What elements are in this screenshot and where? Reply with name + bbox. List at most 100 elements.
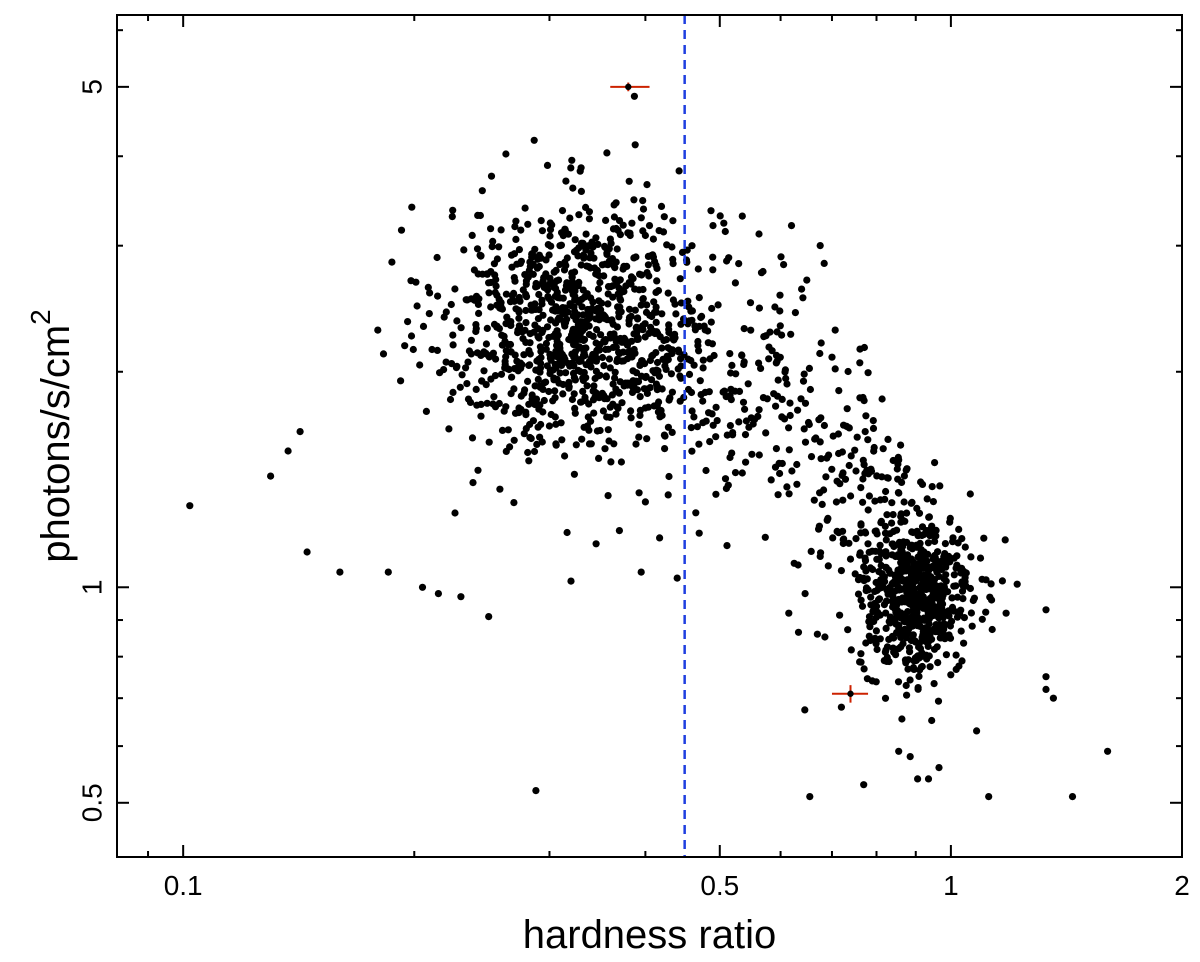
data-point bbox=[895, 538, 904, 547]
data-point bbox=[577, 318, 585, 326]
data-point bbox=[515, 314, 523, 322]
data-point bbox=[949, 538, 957, 546]
data-point bbox=[559, 232, 567, 240]
data-point bbox=[833, 477, 841, 485]
data-point bbox=[790, 559, 798, 567]
data-point bbox=[655, 227, 663, 235]
data-point bbox=[468, 231, 476, 239]
data-point bbox=[695, 294, 703, 302]
data-point bbox=[506, 298, 515, 306]
data-point bbox=[914, 775, 922, 783]
data-point bbox=[556, 348, 564, 356]
data-point bbox=[931, 553, 939, 562]
data-point bbox=[813, 630, 822, 638]
data-point bbox=[448, 213, 456, 221]
data-point bbox=[831, 326, 839, 334]
data-point bbox=[568, 395, 577, 404]
data-point bbox=[639, 205, 648, 213]
data-point bbox=[643, 181, 651, 189]
data-point bbox=[590, 386, 598, 395]
data-point bbox=[950, 571, 958, 579]
data-point bbox=[801, 706, 809, 714]
data-point bbox=[585, 358, 594, 366]
data-point bbox=[645, 272, 653, 280]
data-point bbox=[600, 314, 608, 322]
data-point bbox=[697, 391, 705, 399]
data-point bbox=[783, 483, 791, 491]
data-point bbox=[908, 585, 917, 593]
data-point bbox=[662, 336, 671, 344]
data-point bbox=[630, 196, 638, 204]
data-point bbox=[643, 301, 651, 309]
data-point bbox=[926, 585, 934, 593]
data-point bbox=[557, 361, 566, 369]
data-point bbox=[635, 420, 643, 428]
data-point bbox=[510, 250, 519, 258]
data-point bbox=[631, 306, 639, 314]
plot-frame bbox=[116, 14, 1183, 858]
data-point bbox=[575, 357, 583, 365]
data-point bbox=[872, 640, 880, 648]
data-point bbox=[898, 715, 906, 723]
data-point bbox=[585, 263, 593, 271]
data-point bbox=[1042, 685, 1050, 694]
data-point bbox=[839, 469, 847, 477]
data-point bbox=[653, 277, 661, 285]
data-point bbox=[767, 476, 775, 484]
data-point bbox=[553, 352, 561, 361]
data-point bbox=[631, 141, 639, 149]
data-point bbox=[623, 355, 632, 363]
x-axis-label: hardness ratio bbox=[523, 913, 776, 957]
data-point bbox=[929, 498, 938, 506]
data-point bbox=[634, 378, 643, 386]
data-point bbox=[512, 217, 520, 225]
data-point bbox=[534, 333, 542, 341]
data-point bbox=[854, 576, 863, 584]
data-point bbox=[594, 240, 602, 248]
data-point bbox=[727, 396, 735, 404]
data-point bbox=[653, 402, 661, 410]
data-point bbox=[893, 526, 901, 534]
data-point bbox=[571, 404, 579, 412]
data-point bbox=[906, 565, 914, 574]
data-point bbox=[952, 564, 960, 572]
data-point bbox=[936, 627, 944, 635]
data-point bbox=[667, 370, 676, 378]
data-point bbox=[416, 361, 424, 369]
data-point bbox=[811, 435, 819, 443]
data-point bbox=[578, 295, 586, 303]
data-point bbox=[772, 445, 781, 453]
data-point bbox=[665, 321, 673, 329]
data-point bbox=[807, 453, 816, 461]
data-point bbox=[923, 634, 931, 643]
data-point bbox=[740, 360, 748, 369]
data-point bbox=[675, 167, 683, 175]
data-point bbox=[799, 294, 807, 302]
data-point bbox=[531, 321, 539, 329]
data-point bbox=[538, 296, 546, 304]
data-point bbox=[755, 451, 763, 459]
data-point bbox=[800, 425, 808, 433]
data-point bbox=[823, 454, 831, 462]
data-point bbox=[987, 580, 995, 588]
data-point bbox=[477, 252, 485, 260]
data-point bbox=[529, 260, 537, 268]
data-point bbox=[639, 285, 647, 294]
data-point bbox=[567, 577, 575, 585]
data-point bbox=[893, 629, 901, 637]
data-point bbox=[637, 325, 645, 333]
data-point bbox=[873, 472, 881, 480]
data-point bbox=[556, 340, 564, 348]
data-point bbox=[536, 433, 544, 441]
data-point bbox=[940, 553, 948, 561]
data-point bbox=[546, 350, 554, 358]
data-point bbox=[877, 519, 885, 527]
data-point bbox=[571, 296, 579, 304]
data-point bbox=[684, 355, 692, 363]
data-point bbox=[636, 270, 644, 278]
data-point bbox=[843, 422, 851, 430]
data-point bbox=[747, 414, 755, 422]
data-point bbox=[881, 694, 890, 702]
data-point bbox=[634, 335, 642, 343]
data-point bbox=[687, 424, 695, 432]
